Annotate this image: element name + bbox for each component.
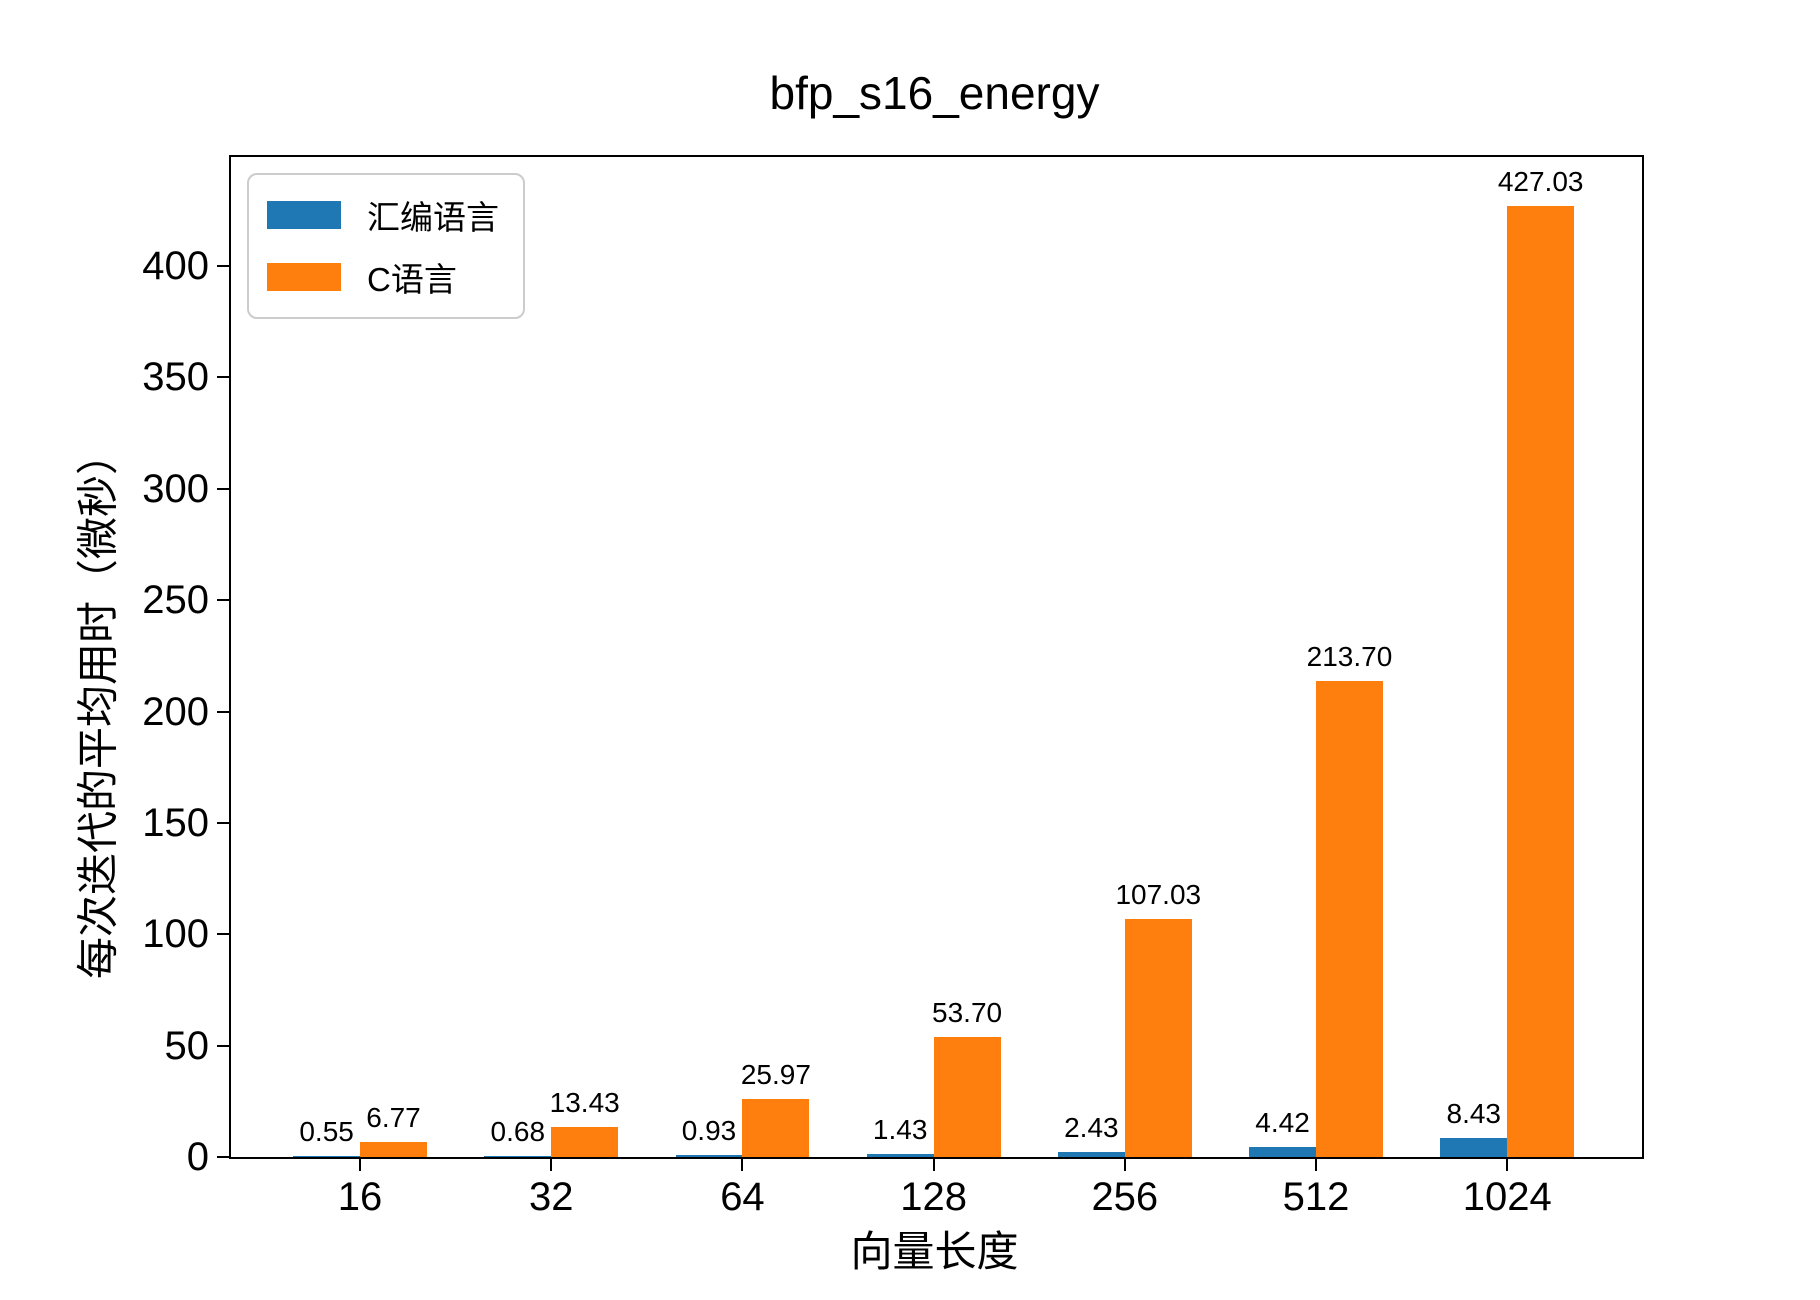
- x-axis-label: 向量长度: [850, 1228, 1019, 1275]
- bar-assembly: [293, 1155, 361, 1157]
- bar-value-label: 0.68: [490, 1115, 546, 1147]
- bar-value-label: 13.43: [549, 1087, 620, 1119]
- bar-value-label: 53.70: [932, 997, 1003, 1029]
- bar-c: [742, 1099, 810, 1157]
- legend-swatch-assembly: [267, 201, 341, 229]
- bar-assembly: [484, 1155, 552, 1157]
- x-tick-label: 32: [528, 1175, 574, 1219]
- y-tick-mark: [217, 933, 229, 936]
- bar-assembly: [1057, 1151, 1125, 1157]
- chart-title: bfp_s16_energy: [769, 67, 1100, 119]
- legend-label-assembly: 汇编语言: [367, 199, 499, 236]
- bar-c: [1124, 918, 1192, 1157]
- bar-value-label: 107.03: [1115, 878, 1202, 910]
- x-tick-label: 128: [900, 1175, 967, 1219]
- y-tick-mark: [217, 265, 229, 268]
- legend-item-assembly: 汇编语言: [267, 191, 499, 239]
- bar-value-label: 8.43: [1446, 1098, 1502, 1130]
- bar-c: [933, 1037, 1001, 1157]
- bar-value-label: 0.55: [299, 1115, 354, 1147]
- x-tick-mark: [1123, 1159, 1126, 1171]
- x-tick-mark: [550, 1159, 553, 1171]
- bar-c: [360, 1141, 427, 1157]
- bar-c: [1507, 205, 1575, 1157]
- y-tick-label: 400: [142, 244, 209, 289]
- x-tick-label: 16: [337, 1175, 383, 1219]
- x-tick-mark: [359, 1159, 362, 1171]
- bar-value-label: 1.43: [872, 1113, 928, 1145]
- bar-value-label: 4.42: [1255, 1107, 1310, 1139]
- legend: 汇编语言 C语言: [247, 173, 525, 319]
- y-tick-label: 300: [142, 466, 209, 511]
- y-tick-mark: [217, 1044, 229, 1047]
- bar-c: [551, 1127, 619, 1157]
- y-tick-mark: [217, 710, 229, 713]
- bar-assembly: [1249, 1147, 1316, 1157]
- bar-value-label: 427.03: [1497, 165, 1584, 197]
- x-tick-label: 64: [720, 1175, 765, 1219]
- y-tick-mark: [217, 1156, 229, 1158]
- x-tick-mark: [1506, 1159, 1509, 1171]
- x-tick-mark: [741, 1159, 744, 1171]
- x-tick-label: 1024: [1462, 1175, 1552, 1219]
- x-tick-mark: [932, 1159, 935, 1171]
- x-tick-mark: [1315, 1159, 1318, 1171]
- bar-value-label: 25.97: [740, 1059, 811, 1091]
- y-tick-label: 350: [142, 355, 209, 400]
- legend-swatch-c: [267, 263, 341, 291]
- y-tick-label: 200: [142, 689, 209, 734]
- y-tick-mark: [217, 599, 229, 602]
- bar-assembly: [675, 1154, 743, 1157]
- bar-c: [1316, 681, 1383, 1157]
- bar-value-label: 0.93: [681, 1114, 737, 1146]
- x-tick-label: 256: [1091, 1175, 1159, 1219]
- y-tick-label: 100: [142, 912, 209, 957]
- y-tick-label: 150: [142, 800, 209, 845]
- bar-assembly: [866, 1153, 934, 1157]
- y-tick-label: 50: [164, 1023, 210, 1068]
- legend-label-c: C语言: [367, 261, 457, 298]
- y-tick-mark: [217, 821, 229, 824]
- plot-area: 0 50 100 150 200 250 300 350 400 16 32 64 128 256 512 1…: [142, 155, 1644, 1219]
- bar-value-label: 213.70: [1306, 641, 1393, 673]
- x-tick-label: 512: [1282, 1175, 1350, 1219]
- legend-item-c: C语言: [267, 253, 499, 301]
- y-tick-mark: [217, 487, 229, 490]
- bar-value-label: 2.43: [1064, 1111, 1119, 1143]
- bar-assembly: [1440, 1138, 1508, 1157]
- y-tick-label: 250: [142, 578, 209, 623]
- y-tick-label: 0: [186, 1135, 209, 1179]
- y-tick-mark: [217, 376, 229, 379]
- bar-value-label: 6.77: [366, 1101, 421, 1133]
